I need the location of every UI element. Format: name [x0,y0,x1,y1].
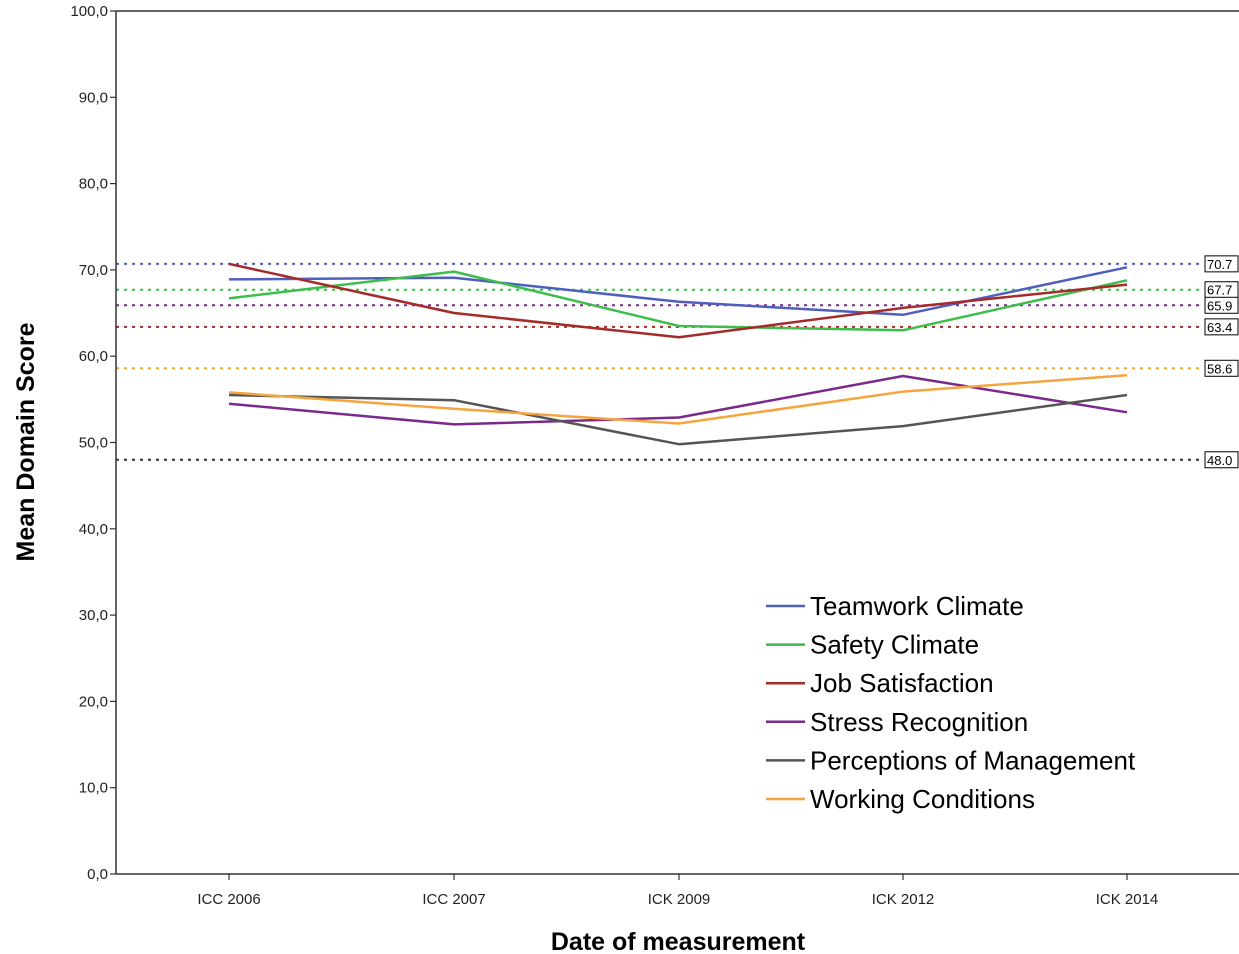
series-line-perceptions-of-management [228,393,1128,446]
reference-label: 58.6 [1207,361,1232,376]
y-tick-label: 20,0 [79,693,108,710]
y-tick-label: 100,0 [70,3,108,20]
y-tick-label: 90,0 [79,89,108,106]
y-tick-label: 0,0 [87,866,108,883]
legend-label: Job Satisfaction [810,668,994,698]
x-tick-label: ICC 2006 [197,891,260,908]
reference-label: 63.4 [1207,320,1232,335]
legend: Teamwork Climate Safety Climate Job Satisf… [766,591,1136,814]
y-tick-label: 80,0 [79,176,108,193]
x-tick-label: ICK 2014 [1096,891,1159,908]
y-tick-label: 60,0 [79,348,108,365]
series-line-job-satisfaction [228,262,1128,339]
y-tick-label: 10,0 [79,780,108,797]
y-tick-label: 30,0 [79,607,108,624]
reference-label-box [1204,451,1239,469]
reference-label-box [1204,296,1239,314]
legend-label: Teamwork Climate [810,591,1024,621]
y-tick-label: 40,0 [79,521,108,538]
reference-label-box [1204,318,1239,336]
series-line-safety-climate [228,270,1128,332]
y-tick-label: 70,0 [79,262,108,279]
legend-label: Perceptions of Management [810,745,1136,775]
series-lines [228,262,1128,446]
reference-label: 65.9 [1207,298,1232,313]
y-axis-title: Mean Domain Score [12,322,40,561]
y-tick-label: 50,0 [79,435,108,452]
reference-label: 70.7 [1207,257,1232,272]
x-tick-label: ICK 2012 [872,891,935,908]
x-axis-title: Date of measurement [551,928,806,954]
legend-label: Safety Climate [810,630,979,660]
series-line-working-conditions [228,373,1128,425]
legend-label: Stress Recognition [810,707,1028,737]
reference-label: 67.7 [1207,283,1232,298]
reference-labels: 70.7 67.765.9 63.4 58.6 48.0 [1204,255,1239,469]
axes: 0,0 10,0 20,0 30,0 40,0 50,0 60,0 70,0 80,0 90,0 1… [70,3,1239,908]
reference-label: 48.0 [1207,453,1232,468]
x-tick-label: ICC 2007 [422,891,485,908]
x-tick-label: ICK 2009 [648,891,711,908]
reference-label-box [1204,255,1239,273]
reference-label-box [1204,359,1239,377]
legend-label: Working Conditions [810,784,1035,814]
series-line-stress-recognition [228,374,1128,426]
